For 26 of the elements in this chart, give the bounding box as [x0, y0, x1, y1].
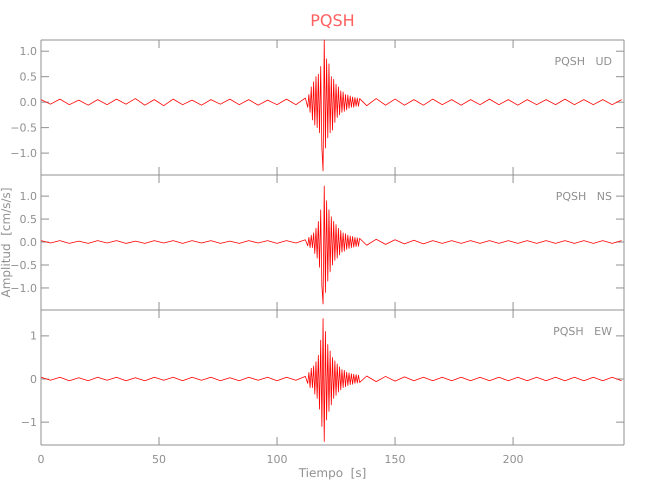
line-series — [40, 318, 622, 442]
y-tick-label: −0.5 — [10, 121, 37, 134]
x-axis-title: Tiempo [s] — [298, 466, 366, 480]
y-tick-label: 0.5 — [20, 212, 37, 226]
y-tick-label: 0.5 — [20, 70, 37, 84]
y-tick-label: −0.5 — [10, 258, 37, 272]
y-tick-label: 1.0 — [20, 45, 37, 58]
annotation: PQSH NS — [556, 190, 612, 203]
x-tick-label: 50 — [152, 453, 166, 466]
y-tick-label: 1.0 — [20, 190, 37, 203]
x-tick-label: 200 — [502, 453, 524, 466]
chart-title: PQSH — [310, 11, 355, 30]
y-tick-label: −1.0 — [10, 146, 37, 160]
annotation: PQSH UD — [554, 55, 612, 68]
y-tick-label: −1 — [20, 416, 37, 429]
y-tick-label: 0.0 — [20, 236, 37, 249]
line-series — [40, 40, 622, 172]
y-tick-label: 1 — [30, 330, 37, 343]
line-series — [40, 186, 622, 304]
annotation: PQSH EW — [553, 325, 612, 338]
y-axis-title: Amplitud [cm/s/s] — [0, 188, 13, 298]
x-tick-label: 100 — [266, 453, 288, 466]
x-tick-label: 150 — [384, 453, 406, 466]
y-tick-label: 0 — [30, 372, 37, 386]
y-tick-label: −1.0 — [10, 282, 37, 295]
y-tick-label: 0.0 — [20, 96, 37, 109]
